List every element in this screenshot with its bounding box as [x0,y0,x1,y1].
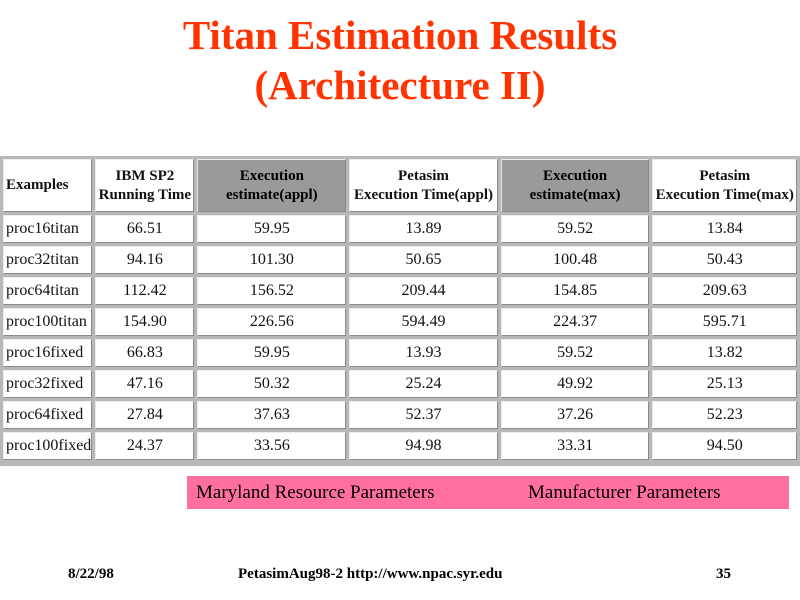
column-header: Petasim Execution Time(max) [652,159,797,212]
value-cell: 59.52 [500,339,650,367]
value-cell: 156.52 [197,277,347,305]
column-header-line-2: estimate(appl) [226,186,318,203]
slide-title-line-2: (Architecture II) [254,62,546,108]
column-header-line-1: Execution [542,167,608,184]
column-header-line-2: Execution Time(appl) [353,186,493,203]
results-table-container: Examples IBM SP2 Running Time Execution esti… [0,156,800,466]
column-header: Petasim Execution Time(appl) [349,159,498,212]
column-header-line-1: Examples [6,177,69,193]
example-name-cell: proc100titan [3,308,93,336]
value-cell: 112.42 [95,277,195,305]
value-cell: 100.48 [500,246,650,274]
value-cell: 25.13 [652,370,797,398]
value-cell: 59.52 [500,215,650,243]
legend-maryland-parameters: Maryland Resource Parameters [196,482,435,503]
value-cell: 52.23 [652,401,797,429]
value-cell: 13.89 [349,215,498,243]
value-cell: 94.16 [95,246,195,274]
footer-page-number: 35 [716,566,731,582]
value-cell: 49.92 [500,370,650,398]
column-header-line-2: Running Time [98,186,192,203]
value-cell: 37.63 [197,401,347,429]
example-name-cell: proc32titan [3,246,93,274]
value-cell: 25.24 [349,370,498,398]
table-row: proc100titan 154.90 226.56 594.49 224.37 595.… [3,308,797,336]
column-header-line-2: estimate(max) [529,186,621,203]
value-cell: 33.56 [197,432,347,460]
table-row: proc16titan 66.51 59.95 13.89 59.52 13.84 [3,215,797,243]
footer-date: 8/22/98 [68,566,114,582]
value-cell: 24.37 [95,432,195,460]
value-cell: 66.51 [95,215,195,243]
column-header-line-1: IBM SP2 [115,167,175,184]
value-cell: 50.43 [652,246,797,274]
value-cell: 224.37 [500,308,650,336]
legend-manufacturer-parameters: Manufacturer Parameters [528,482,721,503]
results-table: Examples IBM SP2 Running Time Execution esti… [0,156,800,463]
example-name-cell: proc64fixed [3,401,93,429]
value-cell: 209.44 [349,277,498,305]
value-cell: 27.84 [95,401,195,429]
value-cell: 94.50 [652,432,797,460]
table-row: proc64fixed 27.84 37.63 52.37 37.26 52.23 [3,401,797,429]
column-header-line-1: Petasim [398,167,449,184]
value-cell: 13.93 [349,339,498,367]
value-cell: 154.85 [500,277,650,305]
slide-title: Titan Estimation Results (Architecture I… [0,10,800,110]
value-cell: 50.32 [197,370,347,398]
column-header: Execution estimate(appl) [197,159,347,212]
table-row: proc32fixed 47.16 50.32 25.24 49.92 25.13 [3,370,797,398]
value-cell: 33.31 [500,432,650,460]
value-cell: 50.65 [349,246,498,274]
value-cell: 47.16 [95,370,195,398]
table-row: proc32titan 94.16 101.30 50.65 100.48 50.43 [3,246,797,274]
column-header-line-1: Execution [239,167,304,184]
example-name-cell: proc64titan [3,277,93,305]
value-cell: 52.37 [349,401,498,429]
example-name-cell: proc32fixed [3,370,93,398]
example-name-cell: proc16titan [3,215,93,243]
value-cell: 13.82 [652,339,797,367]
example-name-cell: proc16fixed [3,339,93,367]
slide-title-line-1: Titan Estimation Results [182,12,618,58]
column-header-line-2: Execution Time(max) [655,186,794,203]
table-header-row: Examples IBM SP2 Running Time Execution esti… [3,159,797,212]
value-cell: 154.90 [95,308,195,336]
value-cell: 101.30 [197,246,347,274]
column-header-line-1: Petasim [699,167,751,184]
table-row: proc100fixed 24.37 33.56 94.98 33.31 94.50 [3,432,797,460]
value-cell: 13.84 [652,215,797,243]
column-header: IBM SP2 Running Time [95,159,195,212]
value-cell: 66.83 [95,339,195,367]
value-cell: 94.98 [349,432,498,460]
table-row: proc16fixed 66.83 59.95 13.93 59.52 13.82 [3,339,797,367]
legend-bar: Maryland Resource Parameters Manufacture… [187,476,789,509]
column-header: Examples [3,159,93,212]
value-cell: 595.71 [652,308,797,336]
table-row: proc64titan 112.42 156.52 209.44 154.85 209.6… [3,277,797,305]
column-header: Execution estimate(max) [500,159,650,212]
value-cell: 59.95 [197,339,347,367]
footer-url: PetasimAug98-2 http://www.npac.syr.edu [238,566,503,582]
value-cell: 226.56 [197,308,347,336]
value-cell: 59.95 [197,215,347,243]
example-name-cell: proc100fixed [3,432,93,460]
value-cell: 37.26 [500,401,650,429]
value-cell: 209.63 [652,277,797,305]
value-cell: 594.49 [349,308,498,336]
